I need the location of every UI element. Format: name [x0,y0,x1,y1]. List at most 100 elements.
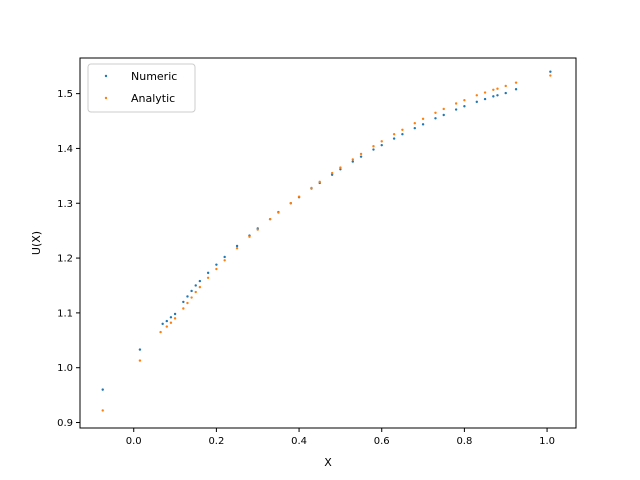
data-point [194,290,197,294]
data-point [463,105,466,108]
data-point [339,168,342,171]
data-point [475,100,478,104]
data-point [198,279,202,283]
data-point [173,312,177,316]
data-point [235,244,239,248]
x-axis: 0.0 0.2 0.4 0.6 0.8 1.0 [126,428,555,447]
data-point [454,108,458,111]
data-point [277,211,280,214]
data-point [380,143,383,147]
data-point [359,155,363,158]
data-point [206,276,210,280]
plot-frame [79,57,577,429]
y-tick-label: 0.9 [57,418,73,429]
x-axis-label: X [324,456,332,469]
y-tick-label: 1.4 [57,144,73,155]
y-tick-label: 1.5 [57,89,73,100]
data-point [223,259,226,262]
data-point [351,160,354,163]
data-point [413,126,416,130]
data-point [198,285,202,289]
data-point [182,307,185,310]
data-point [372,145,375,148]
data-point [159,330,162,334]
data-point [330,171,334,175]
data-point [514,88,518,91]
legend-label-numeric: Numeric [131,70,177,83]
data-point [318,180,321,184]
data-point [492,88,495,91]
data-point [186,301,189,305]
series-analytic [101,74,552,412]
data-point [496,87,499,90]
x-tick-label: 0.0 [126,436,142,447]
data-point [256,228,259,231]
data-point [401,132,404,136]
data-point [492,95,495,98]
data-point [190,289,193,293]
data-point [442,107,445,111]
data-point [169,316,173,319]
x-tick-label: 0.6 [374,436,390,447]
data-point [401,128,404,132]
y-tick-label: 1.2 [57,254,73,265]
data-point [206,271,210,275]
data-point [190,296,193,299]
data-point [101,388,104,391]
data-point [138,359,142,362]
data-point [359,152,363,156]
data-point [165,319,168,323]
y-tick-label: 1.1 [57,308,73,319]
legend-marker-numeric [104,74,108,78]
data-point [101,409,104,412]
data-point [483,97,487,101]
data-point [454,102,458,105]
data-point [504,84,507,88]
data-point [165,325,168,328]
y-axis: 0.9 1.0 1.1 1.2 1.3 1.4 1.5 [57,89,80,429]
data-point [248,235,251,238]
data-point [339,166,342,169]
data-point [351,158,354,161]
data-point [434,111,437,115]
data-point [194,284,197,287]
data-point [380,140,383,143]
data-point [215,263,218,266]
y-axis-label: U(X) [30,231,43,255]
series-numeric [101,70,552,391]
x-tick-label: 0.2 [208,436,224,447]
data-point [514,81,518,84]
data-point [434,117,437,120]
data-point [223,255,226,259]
x-tick-label: 1.0 [539,436,555,447]
data-point [215,267,218,271]
legend-marker-analytic [104,96,108,100]
data-point [442,113,445,117]
data-point [413,122,416,125]
legend-box [87,63,196,113]
data-point [161,322,164,326]
x-tick-label: 0.4 [291,436,307,447]
data-point [173,317,177,320]
data-point [392,132,396,136]
x-tick-label: 0.8 [456,436,472,447]
data-point [549,70,552,73]
data-point [504,91,507,95]
data-point [421,123,425,126]
legend: Numeric Analytic [87,63,196,113]
data-point [549,74,552,77]
data-point [463,99,466,102]
data-point [182,300,185,304]
legend-label-analytic: Analytic [131,92,175,105]
data-point [186,295,189,298]
data-point [483,91,487,94]
data-point [372,148,375,151]
data-point [138,348,142,351]
data-point [297,195,301,198]
data-point [235,247,239,250]
data-point [475,94,478,97]
data-point [392,137,396,140]
plot-area [101,70,552,412]
data-point [289,202,292,205]
